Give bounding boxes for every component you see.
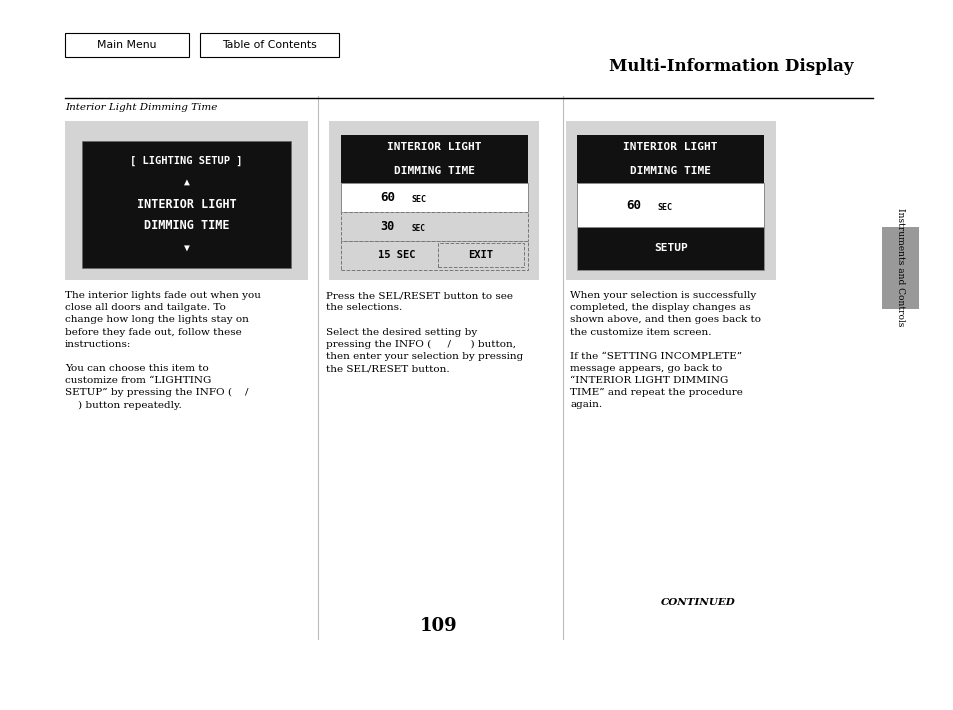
Text: SEC: SEC: [411, 195, 426, 204]
Text: Interior Light Dimming Time: Interior Light Dimming Time: [65, 103, 217, 112]
Text: CONTINUED: CONTINUED: [660, 598, 735, 607]
Text: 15 SEC: 15 SEC: [377, 251, 415, 261]
Text: SEC: SEC: [657, 203, 672, 212]
Bar: [340, 212, 527, 241]
Bar: [437, 244, 523, 268]
Bar: [340, 241, 527, 270]
Text: ▼: ▼: [183, 242, 190, 252]
Text: SEC: SEC: [411, 224, 425, 233]
Text: Main Menu: Main Menu: [97, 40, 156, 50]
Text: 60: 60: [625, 199, 640, 212]
Bar: [65, 121, 308, 280]
Text: When your selection is successfully
completed, the display changes as
shown abov: When your selection is successfully comp…: [570, 291, 760, 410]
Bar: [577, 183, 763, 226]
Text: 60: 60: [379, 192, 395, 204]
Text: EXIT: EXIT: [468, 251, 493, 261]
Bar: [340, 135, 527, 183]
Text: Multi-Information Display: Multi-Information Display: [609, 58, 853, 75]
Text: INTERIOR LIGHT: INTERIOR LIGHT: [386, 142, 481, 152]
Text: Instruments and Controls: Instruments and Controls: [895, 209, 904, 327]
Text: Table of Contents: Table of Contents: [222, 40, 316, 50]
Text: DIMMING TIME: DIMMING TIME: [630, 166, 710, 176]
Bar: [577, 226, 763, 270]
Bar: [329, 121, 538, 280]
Text: INTERIOR LIGHT: INTERIOR LIGHT: [622, 142, 718, 152]
Text: DIMMING TIME: DIMMING TIME: [394, 166, 474, 176]
Text: DIMMING TIME: DIMMING TIME: [144, 219, 229, 232]
Text: The interior lights fade out when you
close all doors and tailgate. To
change ho: The interior lights fade out when you cl…: [65, 291, 260, 410]
Bar: [882, 227, 918, 309]
Bar: [577, 135, 763, 183]
Bar: [565, 121, 775, 280]
Bar: [82, 141, 291, 268]
Text: [ LIGHTING SETUP ]: [ LIGHTING SETUP ]: [131, 155, 242, 166]
Bar: [65, 33, 189, 57]
Text: 30: 30: [380, 220, 394, 233]
Text: SETUP: SETUP: [653, 244, 687, 253]
Text: Press the SEL/RESET button to see
the selections.

Select the desired setting by: Press the SEL/RESET button to see the se…: [326, 291, 523, 373]
Text: 109: 109: [419, 618, 457, 635]
Bar: [200, 33, 338, 57]
Text: INTERIOR LIGHT: INTERIOR LIGHT: [136, 197, 236, 211]
Text: ▲: ▲: [183, 176, 190, 186]
Bar: [340, 183, 527, 212]
